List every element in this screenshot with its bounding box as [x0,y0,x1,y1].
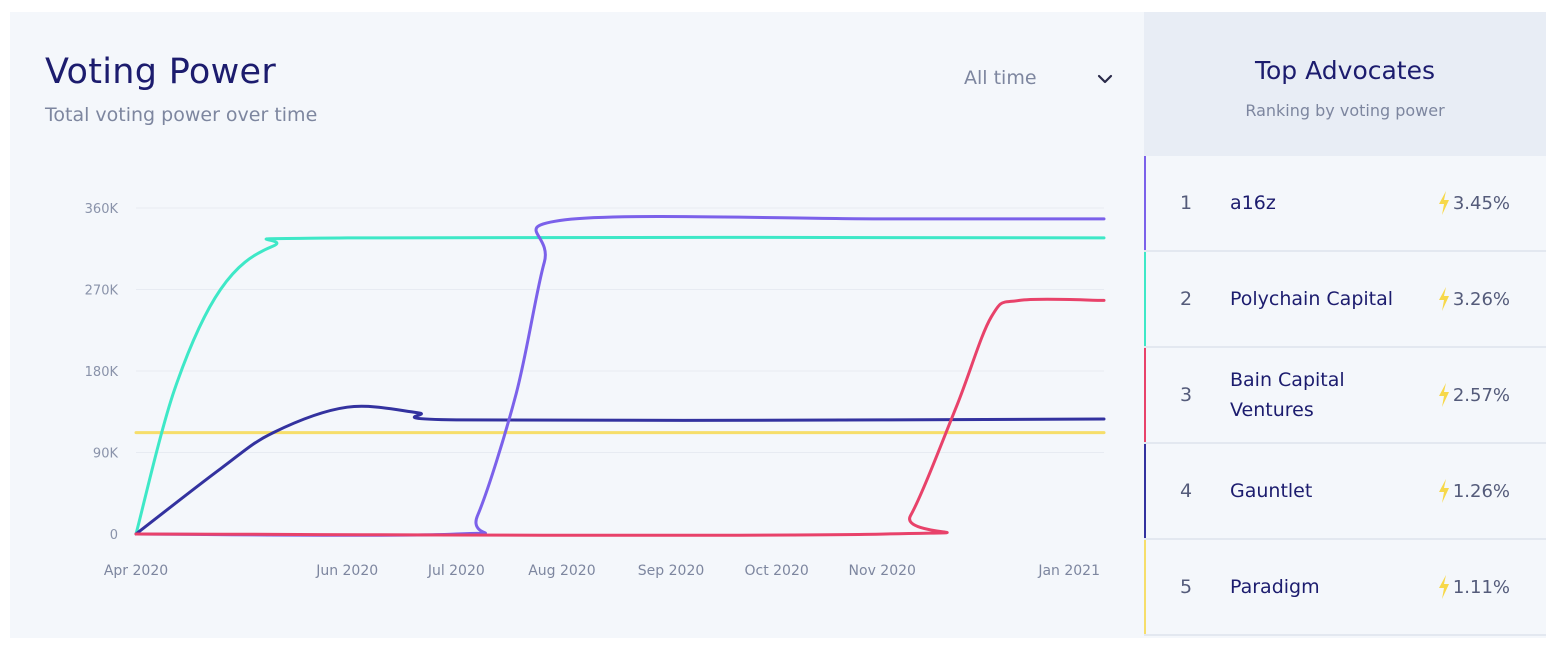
advocate-rank: 5 [1180,576,1193,598]
advocate-voting-power: 1.11% [1437,540,1510,634]
x-tick-label: Apr 2020 [104,563,168,579]
advocate-list: 1 a16z 3.45% 2 Polychain Capital 3.26% 3 Bain C… [1144,156,1546,636]
advocate-color-bar [1144,444,1146,538]
x-tick-label: Oct 2020 [744,563,808,579]
lightning-bolt-icon [1438,191,1449,215]
top-advocates-header: Top Advocates Ranking by voting power [1144,12,1546,156]
advocate-voting-power: 3.45% [1437,156,1510,250]
series-line-a16z [134,215,1106,537]
advocate-row[interactable]: 5 Paradigm 1.11% [1144,540,1546,636]
series-line-polychain-capital [134,235,1106,536]
x-tick-label: Jun 2020 [315,563,378,579]
advocate-percent: 1.26% [1452,480,1510,502]
page-title: Voting Power [45,52,277,92]
advocate-name-paradigm: Paradigm [1230,576,1320,598]
lightning-bolt-icon [1438,479,1449,503]
advocate-percent: 3.45% [1452,192,1510,214]
advocate-name-a16z: a16z [1230,192,1276,214]
advocate-name-bain-capital-ventures: Bain Capital Ventures [1230,369,1345,421]
advocate-rank: 3 [1180,384,1193,406]
advocate-row[interactable]: 2 Polychain Capital 3.26% [1144,252,1546,348]
advocate-rank: 2 [1180,288,1193,310]
top-advocates-title: Top Advocates [1254,56,1436,85]
advocate-color-bar [1144,348,1146,442]
page-subtitle: Total voting power over time [45,104,318,126]
top-advocates-panel: Top Advocates Ranking by voting power 1 a… [1144,12,1546,638]
x-tick-label: Jan 2021 [1037,563,1100,579]
advocate-name-gauntlet: Gauntlet [1230,480,1313,502]
advocate-name-polychain-capital: Polychain Capital [1230,288,1394,310]
x-tick-label: Nov 2020 [849,563,916,579]
advocate-voting-power: 2.57% [1437,348,1510,442]
advocate-rank: 1 [1180,192,1193,214]
advocate-color-bar [1144,156,1146,250]
advocate-voting-power: 3.26% [1437,252,1510,346]
advocate-color-bar [1144,252,1146,346]
voting-power-panel: 0 90K 180K 270K 360K Apr 2020 Jun 2020 Jul 2020… [10,12,1144,638]
lightning-bolt-icon [1438,383,1449,407]
y-tick-label: 180K [85,365,119,380]
x-tick-label: Sep 2020 [638,563,704,579]
x-tick-label: Jul 2020 [427,563,485,579]
advocate-rank: 4 [1180,480,1193,502]
series-line-gauntlet [134,404,1106,536]
voting-power-card: 0 90K 180K 270K 360K Apr 2020 Jun 2020 Jul 2020… [10,12,1546,638]
advocate-row[interactable]: 1 a16z 3.45% [1144,156,1546,252]
x-tick-label: Aug 2020 [528,563,595,579]
y-tick-label: 0 [110,528,118,543]
advocate-row[interactable]: 3 Bain Capital Ventures 2.57% [1144,348,1546,444]
advocate-voting-power: 1.26% [1437,444,1510,538]
y-tick-label: 360K [85,202,119,217]
advocate-row[interactable]: 4 Gauntlet 1.26% [1144,444,1546,540]
voting-power-chart: 0 90K 180K 270K 360K Apr 2020 Jun 2020 Jul 2020… [85,202,1106,579]
y-tick-label: 90K [93,447,119,462]
lightning-bolt-icon [1438,575,1449,599]
series-line-bain-capital-ventures [134,297,1106,537]
top-advocates-subtitle: Ranking by voting power [1245,101,1445,120]
advocate-percent: 3.26% [1452,288,1510,310]
lightning-bolt-icon [1438,287,1449,311]
chevron-down-icon [1097,74,1113,84]
time-range-value: All time [964,67,1037,89]
time-range-select[interactable]: All time [962,64,1114,96]
advocate-color-bar [1144,540,1146,634]
advocate-percent: 1.11% [1452,576,1510,598]
advocate-percent: 2.57% [1452,384,1510,406]
y-tick-label: 270K [85,284,119,299]
